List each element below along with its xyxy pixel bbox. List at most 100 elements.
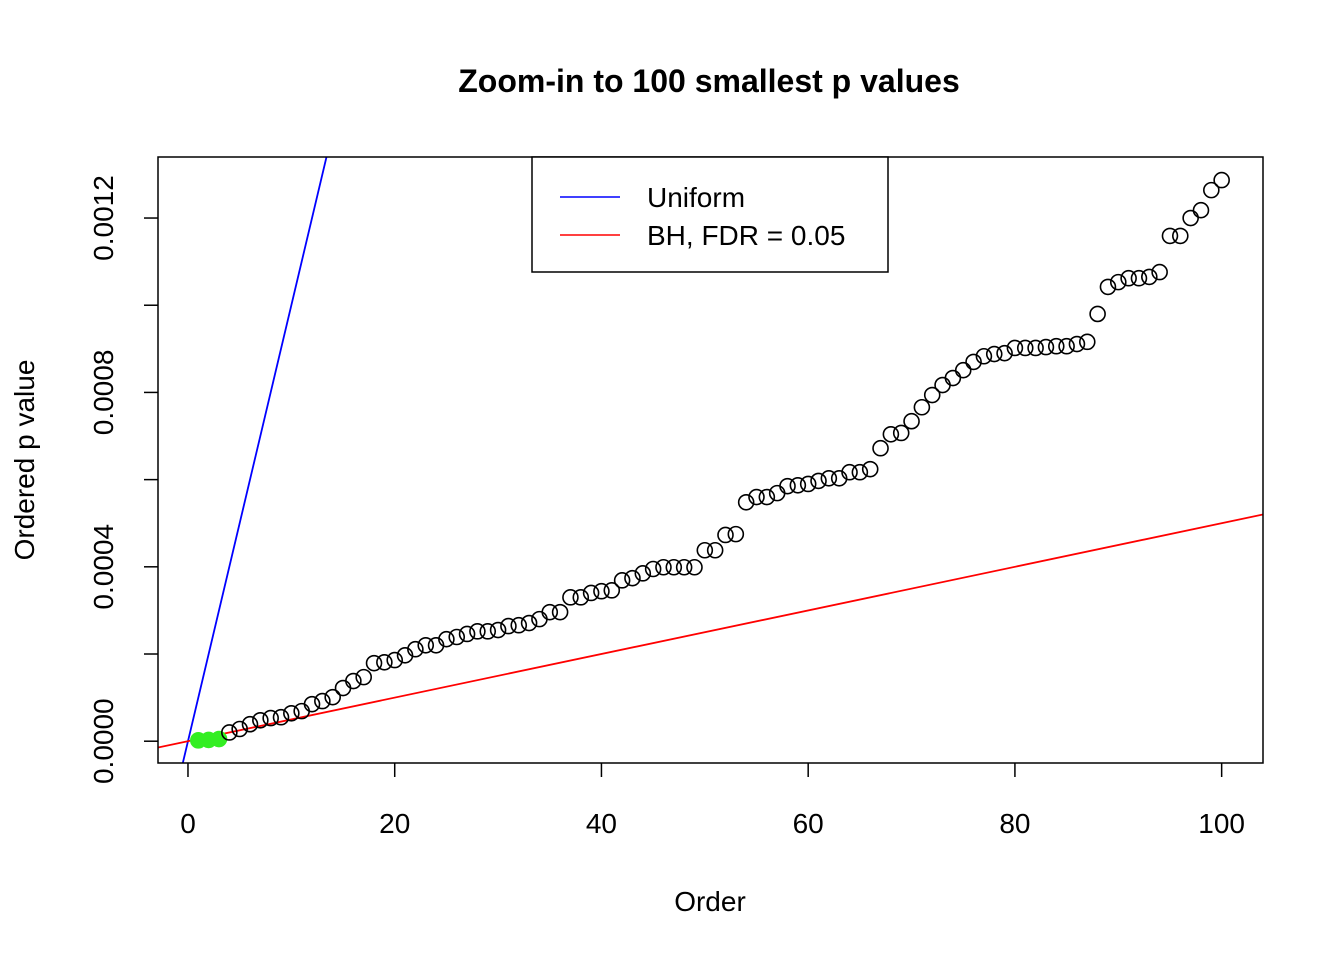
y-tick-label: 0.0012 xyxy=(88,175,119,261)
data-point xyxy=(727,525,745,543)
data-point xyxy=(241,715,259,733)
data-point xyxy=(644,560,662,578)
data-point xyxy=(417,636,435,654)
data-point xyxy=(479,623,497,640)
data-point xyxy=(841,463,858,481)
data-point xyxy=(334,679,352,697)
data-point xyxy=(748,488,765,506)
data-point xyxy=(283,704,300,722)
data-point xyxy=(810,472,827,490)
data-point xyxy=(882,425,900,443)
data-point xyxy=(593,582,610,600)
data-point xyxy=(1099,278,1117,296)
data-point xyxy=(1140,268,1158,286)
data-point xyxy=(551,603,569,621)
data-point xyxy=(696,541,714,559)
y-tick-label: 0.0008 xyxy=(88,350,119,436)
x-tick-label: 0 xyxy=(180,808,196,839)
data-point xyxy=(706,541,724,559)
data-point xyxy=(489,621,507,639)
data-point xyxy=(1006,339,1024,357)
data-point xyxy=(686,558,703,576)
data-point xyxy=(1047,337,1065,355)
data-point xyxy=(376,653,393,671)
x-tick-label: 80 xyxy=(999,808,1030,839)
data-point xyxy=(779,477,796,495)
data-point xyxy=(954,361,972,379)
data-point xyxy=(1058,337,1075,355)
data-point xyxy=(1213,171,1230,189)
data-point xyxy=(303,695,321,713)
legend: Uniform BH, FDR = 0.05 xyxy=(531,156,889,273)
data-point xyxy=(407,640,424,658)
data-point xyxy=(1037,338,1055,356)
data-point xyxy=(1203,181,1220,199)
data-point xyxy=(675,558,693,576)
legend-box xyxy=(531,156,889,273)
data-point xyxy=(541,603,559,621)
data-point xyxy=(562,589,579,606)
data-point xyxy=(1089,305,1106,323)
data-point xyxy=(603,582,621,599)
data-point xyxy=(903,412,920,430)
chart-title: Zoom-in to 100 smallest p values xyxy=(458,63,959,99)
data-point xyxy=(758,488,776,506)
data-point xyxy=(820,470,838,487)
x-tick-label: 100 xyxy=(1198,808,1245,839)
data-point xyxy=(262,709,279,727)
reference-line-bh xyxy=(158,513,1263,749)
data-point xyxy=(438,630,455,648)
y-tick-label: 0.0004 xyxy=(88,524,119,610)
reference-line-uniform xyxy=(181,157,328,763)
data-point xyxy=(345,672,362,690)
data-point xyxy=(1182,209,1199,227)
data-point xyxy=(965,353,982,371)
data-point xyxy=(365,654,383,672)
data-point xyxy=(221,724,238,741)
data-point xyxy=(934,376,951,394)
x-axis-label: Order xyxy=(674,886,746,917)
data-point xyxy=(872,439,889,457)
data-point xyxy=(458,625,476,643)
data-point xyxy=(324,688,341,706)
x-tick-label: 60 xyxy=(793,808,824,839)
data-point xyxy=(799,475,817,493)
data-point xyxy=(582,584,600,602)
data-point xyxy=(1172,227,1189,245)
data-point xyxy=(892,424,910,442)
data-point xyxy=(913,398,931,416)
data-point xyxy=(572,589,590,606)
legend-label-uniform: Uniform xyxy=(647,182,745,213)
data-point xyxy=(231,720,248,738)
data-point xyxy=(624,569,641,587)
data-point xyxy=(1109,273,1127,291)
data-point xyxy=(314,692,331,710)
data-point xyxy=(1130,269,1148,287)
data-point xyxy=(1016,339,1034,357)
data-point xyxy=(665,558,683,576)
data-point xyxy=(996,344,1013,362)
legend-label-bh: BH, FDR = 0.05 xyxy=(647,220,845,251)
data-point xyxy=(1192,201,1210,219)
data-point xyxy=(737,493,755,511)
data-point xyxy=(531,610,548,628)
data-point xyxy=(386,651,404,669)
data-point xyxy=(510,616,528,634)
data-point xyxy=(1027,339,1044,357)
data-point xyxy=(768,484,786,502)
data-point xyxy=(520,614,538,632)
data-point xyxy=(272,708,290,726)
data-point xyxy=(1151,263,1168,281)
data-point xyxy=(789,476,807,494)
y-axis-label: Ordered p value xyxy=(9,360,40,561)
data-point xyxy=(717,526,734,544)
x-tick-label: 20 xyxy=(379,808,410,839)
y-tick-label: 0.0000 xyxy=(88,698,119,784)
data-point xyxy=(469,623,486,640)
data-point xyxy=(1078,333,1096,351)
data-point xyxy=(448,628,466,646)
data-point xyxy=(613,572,631,589)
data-point xyxy=(975,347,993,365)
data-point xyxy=(355,668,373,686)
